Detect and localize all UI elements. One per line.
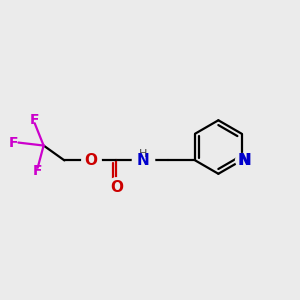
- Text: O: O: [110, 180, 123, 195]
- Text: F: F: [9, 136, 19, 150]
- Text: N: N: [137, 153, 150, 168]
- Text: N: N: [238, 153, 251, 168]
- Text: N: N: [239, 153, 251, 168]
- Text: H: H: [139, 149, 147, 159]
- Text: O: O: [85, 153, 98, 168]
- Text: F: F: [33, 164, 42, 178]
- Text: F: F: [30, 113, 39, 127]
